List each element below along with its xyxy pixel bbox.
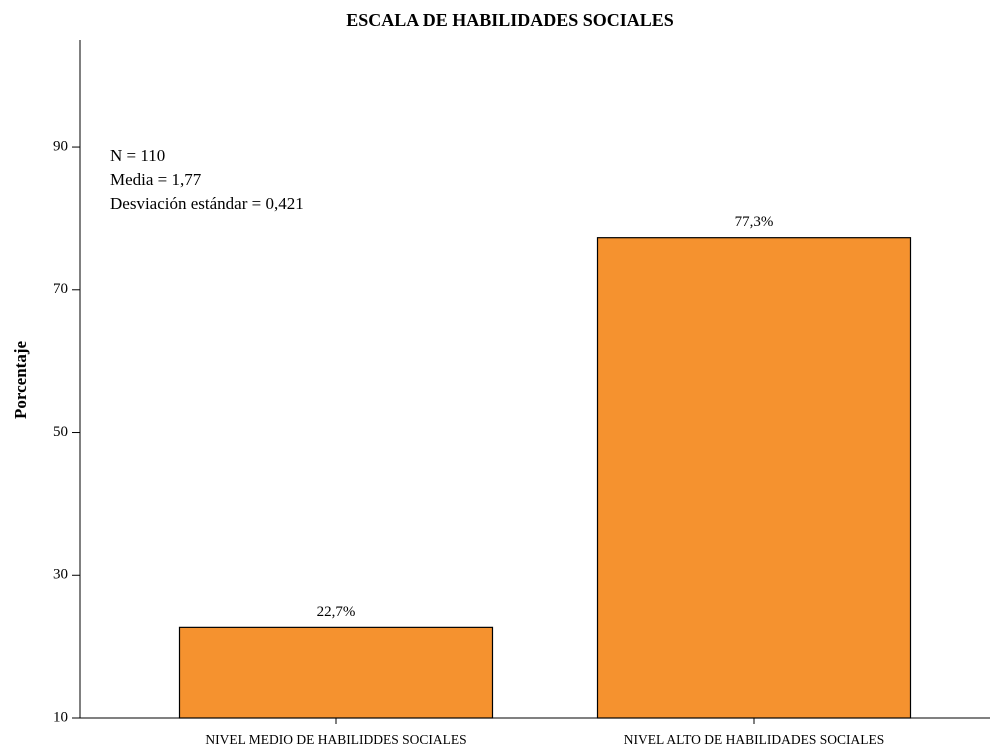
x-tick-label: NIVEL MEDIO DE HABILIDDES SOCIALES: [205, 732, 466, 747]
value-label: 22,7%: [317, 604, 356, 620]
y-tick-label: 50: [53, 424, 68, 440]
annotation: Desviación estándar = 0,421: [110, 194, 304, 213]
y-tick-label: 70: [53, 281, 68, 297]
x-tick-label: NIVEL ALTO DE HABILIDADES SOCIALES: [624, 732, 885, 747]
y-tick-label: 10: [53, 709, 68, 725]
y-axis-label: Porcentaje: [11, 341, 30, 419]
bar: [596, 237, 912, 719]
bar: [178, 626, 494, 719]
y-tick-label: 90: [53, 138, 68, 154]
chart-title: ESCALA DE HABILIDADES SOCIALES: [346, 10, 674, 30]
annotation: N = 110: [110, 146, 165, 165]
y-tick-label: 30: [53, 567, 68, 583]
value-label: 77,3%: [735, 214, 774, 230]
annotation: Media = 1,77: [110, 170, 202, 189]
